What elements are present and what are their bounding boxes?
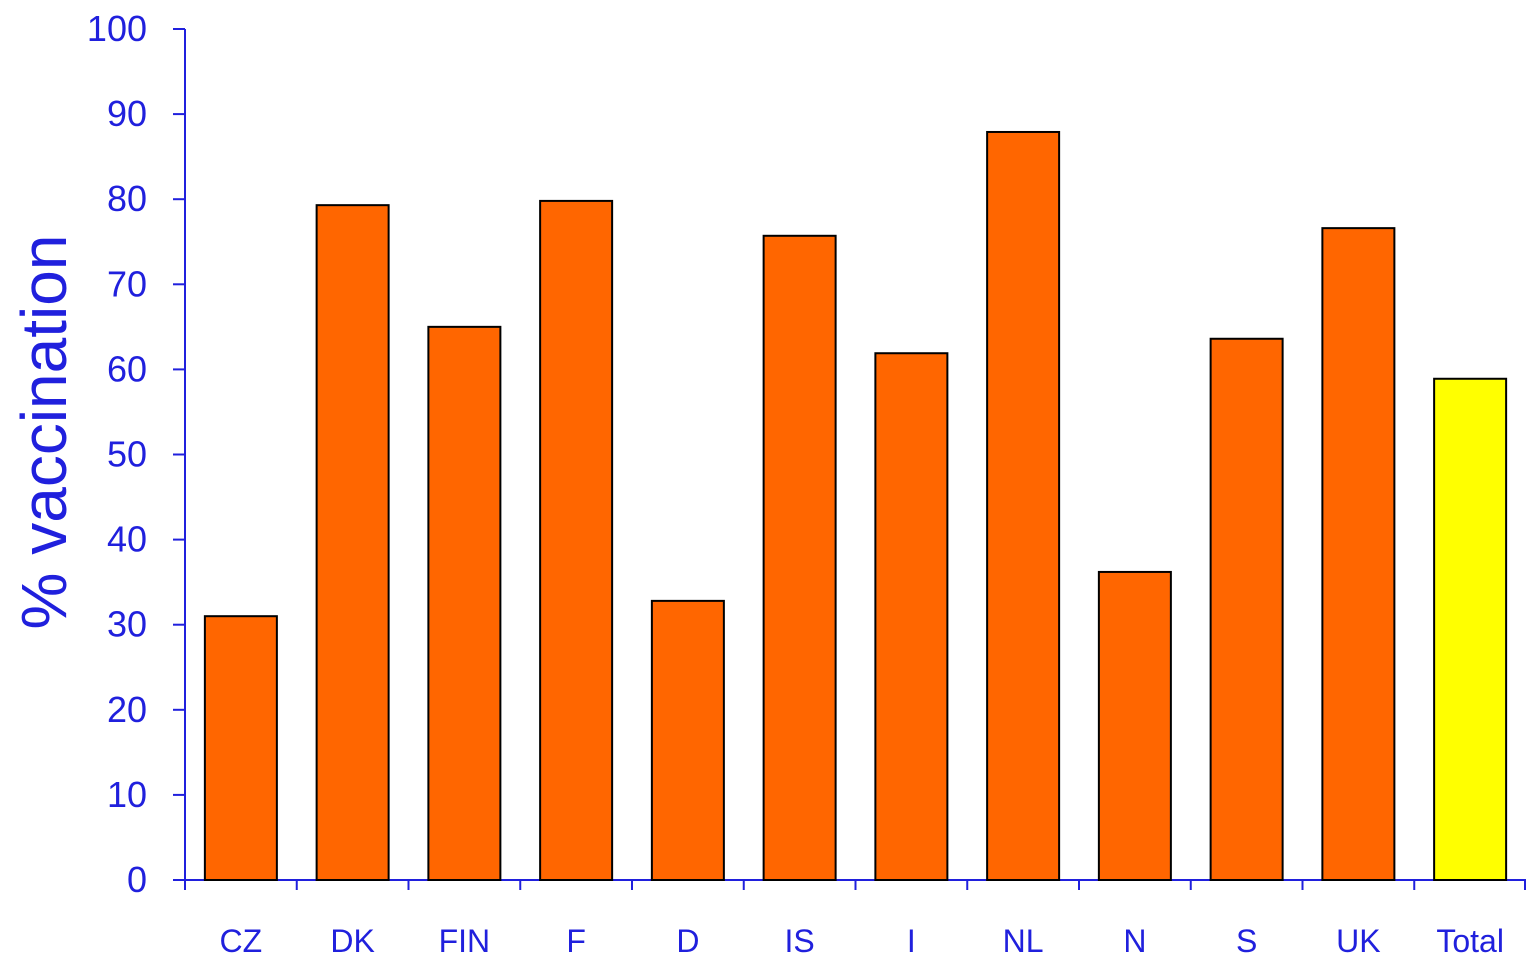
y-axis-title: % vaccination [8, 235, 80, 630]
x-category-label: N [1123, 923, 1146, 958]
x-category-label: D [676, 923, 699, 958]
x-axis: CZ DK FIN F D IS I NL N S UK Total [184, 879, 1526, 958]
y-tick-label: 60 [107, 348, 147, 389]
bar-n [1097, 570, 1172, 881]
x-category-label: UK [1336, 923, 1380, 958]
y-tick-label: 100 [87, 8, 147, 49]
x-category-label: F [566, 923, 586, 958]
bar-cz [203, 615, 278, 881]
y-axis: 0 10 20 30 40 50 60 70 80 90 100 [87, 8, 186, 900]
bar-uk [1321, 227, 1396, 882]
bar-nl [986, 130, 1061, 881]
x-category-label: S [1236, 923, 1257, 958]
y-tick-label: 50 [107, 434, 147, 475]
y-tick-label: 80 [107, 178, 147, 219]
x-category-label: FIN [439, 923, 491, 958]
x-category-label: DK [330, 923, 374, 958]
y-tick-label: 10 [107, 774, 147, 815]
y-tick-label: 70 [107, 263, 147, 304]
bar-fin [427, 325, 502, 882]
y-tick-label: 30 [107, 604, 147, 645]
x-category-label: NL [1003, 923, 1044, 958]
bar-is [762, 234, 837, 881]
bar-s [1209, 337, 1284, 882]
bar-dk [315, 204, 390, 882]
y-tick-label: 0 [127, 859, 147, 900]
bars [203, 130, 1508, 882]
x-category-label: IS [785, 923, 815, 958]
bar-d [650, 599, 725, 881]
y-tick-label: 40 [107, 519, 147, 560]
bar-total [1433, 377, 1508, 881]
bar-f [539, 199, 614, 882]
x-category-label: I [907, 923, 916, 958]
y-tick-label: 90 [107, 93, 147, 134]
y-tick-label: 20 [107, 689, 147, 730]
bar-i [874, 352, 949, 881]
x-category-label: Total [1436, 923, 1504, 958]
x-category-label: CZ [220, 923, 263, 958]
